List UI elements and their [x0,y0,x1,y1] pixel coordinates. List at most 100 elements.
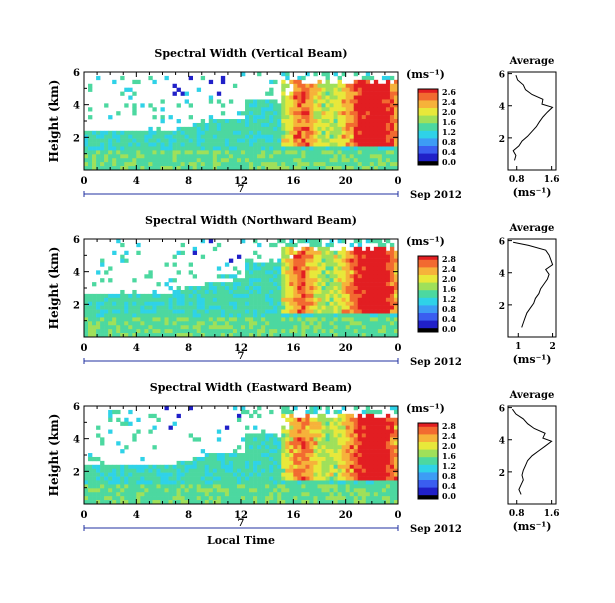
heatmap-cell [120,476,125,481]
heatmap-cell [329,130,334,136]
heatmap-cell [212,496,218,501]
heatmap-cell [293,134,298,139]
heatmap-cell [385,496,391,501]
heatmap-cell [269,115,274,120]
heatmap-cell [192,301,198,306]
heatmap-cell [349,329,355,334]
colorbar-segment [418,434,438,437]
heatmap-cell [325,286,330,291]
heatmap-cell [160,321,165,326]
heatmap-cell [100,437,105,442]
heatmap-cell [196,437,202,442]
heatmap-cell [277,282,282,287]
heatmap-cell [393,421,399,426]
heatmap-cell [301,476,306,481]
heatmap-cell [277,321,282,326]
heatmap-cell [196,325,202,330]
heatmap-cell [329,445,334,450]
heatmap-cell [120,313,125,318]
heatmap-cell [253,286,258,291]
heatmap-cell [297,460,302,466]
heatmap-cell [297,138,302,143]
heatmap-cell [265,472,270,477]
heatmap-cell [337,162,342,167]
heatmap-cell [285,496,290,501]
heatmap-cell [261,154,266,159]
heatmap-cell [160,309,165,314]
heatmap-cell [285,278,290,283]
heatmap-cell [321,72,326,77]
heatmap-cell [329,274,334,279]
heatmap-cell [369,250,375,255]
heatmap-field [84,72,399,171]
heatmap-cell [281,72,286,77]
heatmap-cell [289,282,294,287]
heatmap-cell [321,250,326,255]
heatmap-cell [200,472,206,477]
heatmap-cell [164,464,169,470]
heatmap-cell [273,274,278,279]
heatmap-cell [325,242,330,248]
heatmap-cell [377,286,383,291]
heatmap-cell [377,480,383,485]
heatmap-cell [309,166,314,171]
heatmap-cell [265,297,270,303]
heatmap-cell [333,464,338,470]
heatmap-cell [128,87,133,92]
heatmap-cell [365,293,371,299]
heatmap-cell [345,150,350,155]
heatmap-cell [373,488,379,493]
heatmap-cell [108,484,113,489]
heatmap-cell [176,309,181,314]
heatmap-cell [289,142,294,147]
heatmap-cell [333,309,338,314]
heatmap-cell [333,72,338,77]
heatmap-cell [313,305,318,310]
heatmap-cell [377,122,383,128]
heatmap-cell [232,329,238,334]
heatmap-cell [232,305,238,310]
heatmap-cell [369,130,375,136]
heatmap-cell [192,289,198,295]
heatmap-cell [301,154,306,159]
heatmap-cell [196,166,202,171]
heatmap-cell [92,496,97,501]
heatmap-cell [253,115,258,120]
colorbar-segment [418,440,438,443]
heatmap-cell [309,480,314,485]
heatmap-cell [309,274,314,279]
heatmap-cell [369,433,375,438]
heatmap-cell [184,142,189,147]
heatmap-cell [216,305,222,310]
heatmap-cell [188,496,193,501]
heatmap-cell [164,158,169,163]
heatmap-cell [305,258,310,263]
heatmap-cell [285,119,290,124]
heatmap-cell [393,266,399,271]
heatmap-cell [285,107,290,112]
heatmap-cell [128,146,133,151]
heatmap-cell [120,134,125,139]
heatmap-cell [341,293,346,299]
heatmap-cell [96,464,101,470]
heatmap-cell [329,242,334,248]
heatmap-cell [100,162,105,167]
heatmap-cell [104,464,109,470]
heatmap-cell [220,289,226,295]
heatmap-cell [208,468,214,473]
heatmap-cell [269,99,274,104]
heatmap-cell [325,456,330,462]
heatmap-cell [196,154,202,159]
heatmap-cell [277,166,282,171]
heatmap-cell [309,87,314,92]
heatmap-cell [369,115,375,120]
heatmap-cell [164,150,169,155]
heatmap-cell [281,266,286,271]
heatmap-cell [172,329,177,334]
heatmap-cell [88,154,93,159]
heatmap-cell [357,126,363,132]
heatmap-cell [192,492,198,497]
y-tick-label: 4 [73,101,80,112]
heatmap-cell [337,122,342,128]
heatmap-cell [361,313,367,318]
